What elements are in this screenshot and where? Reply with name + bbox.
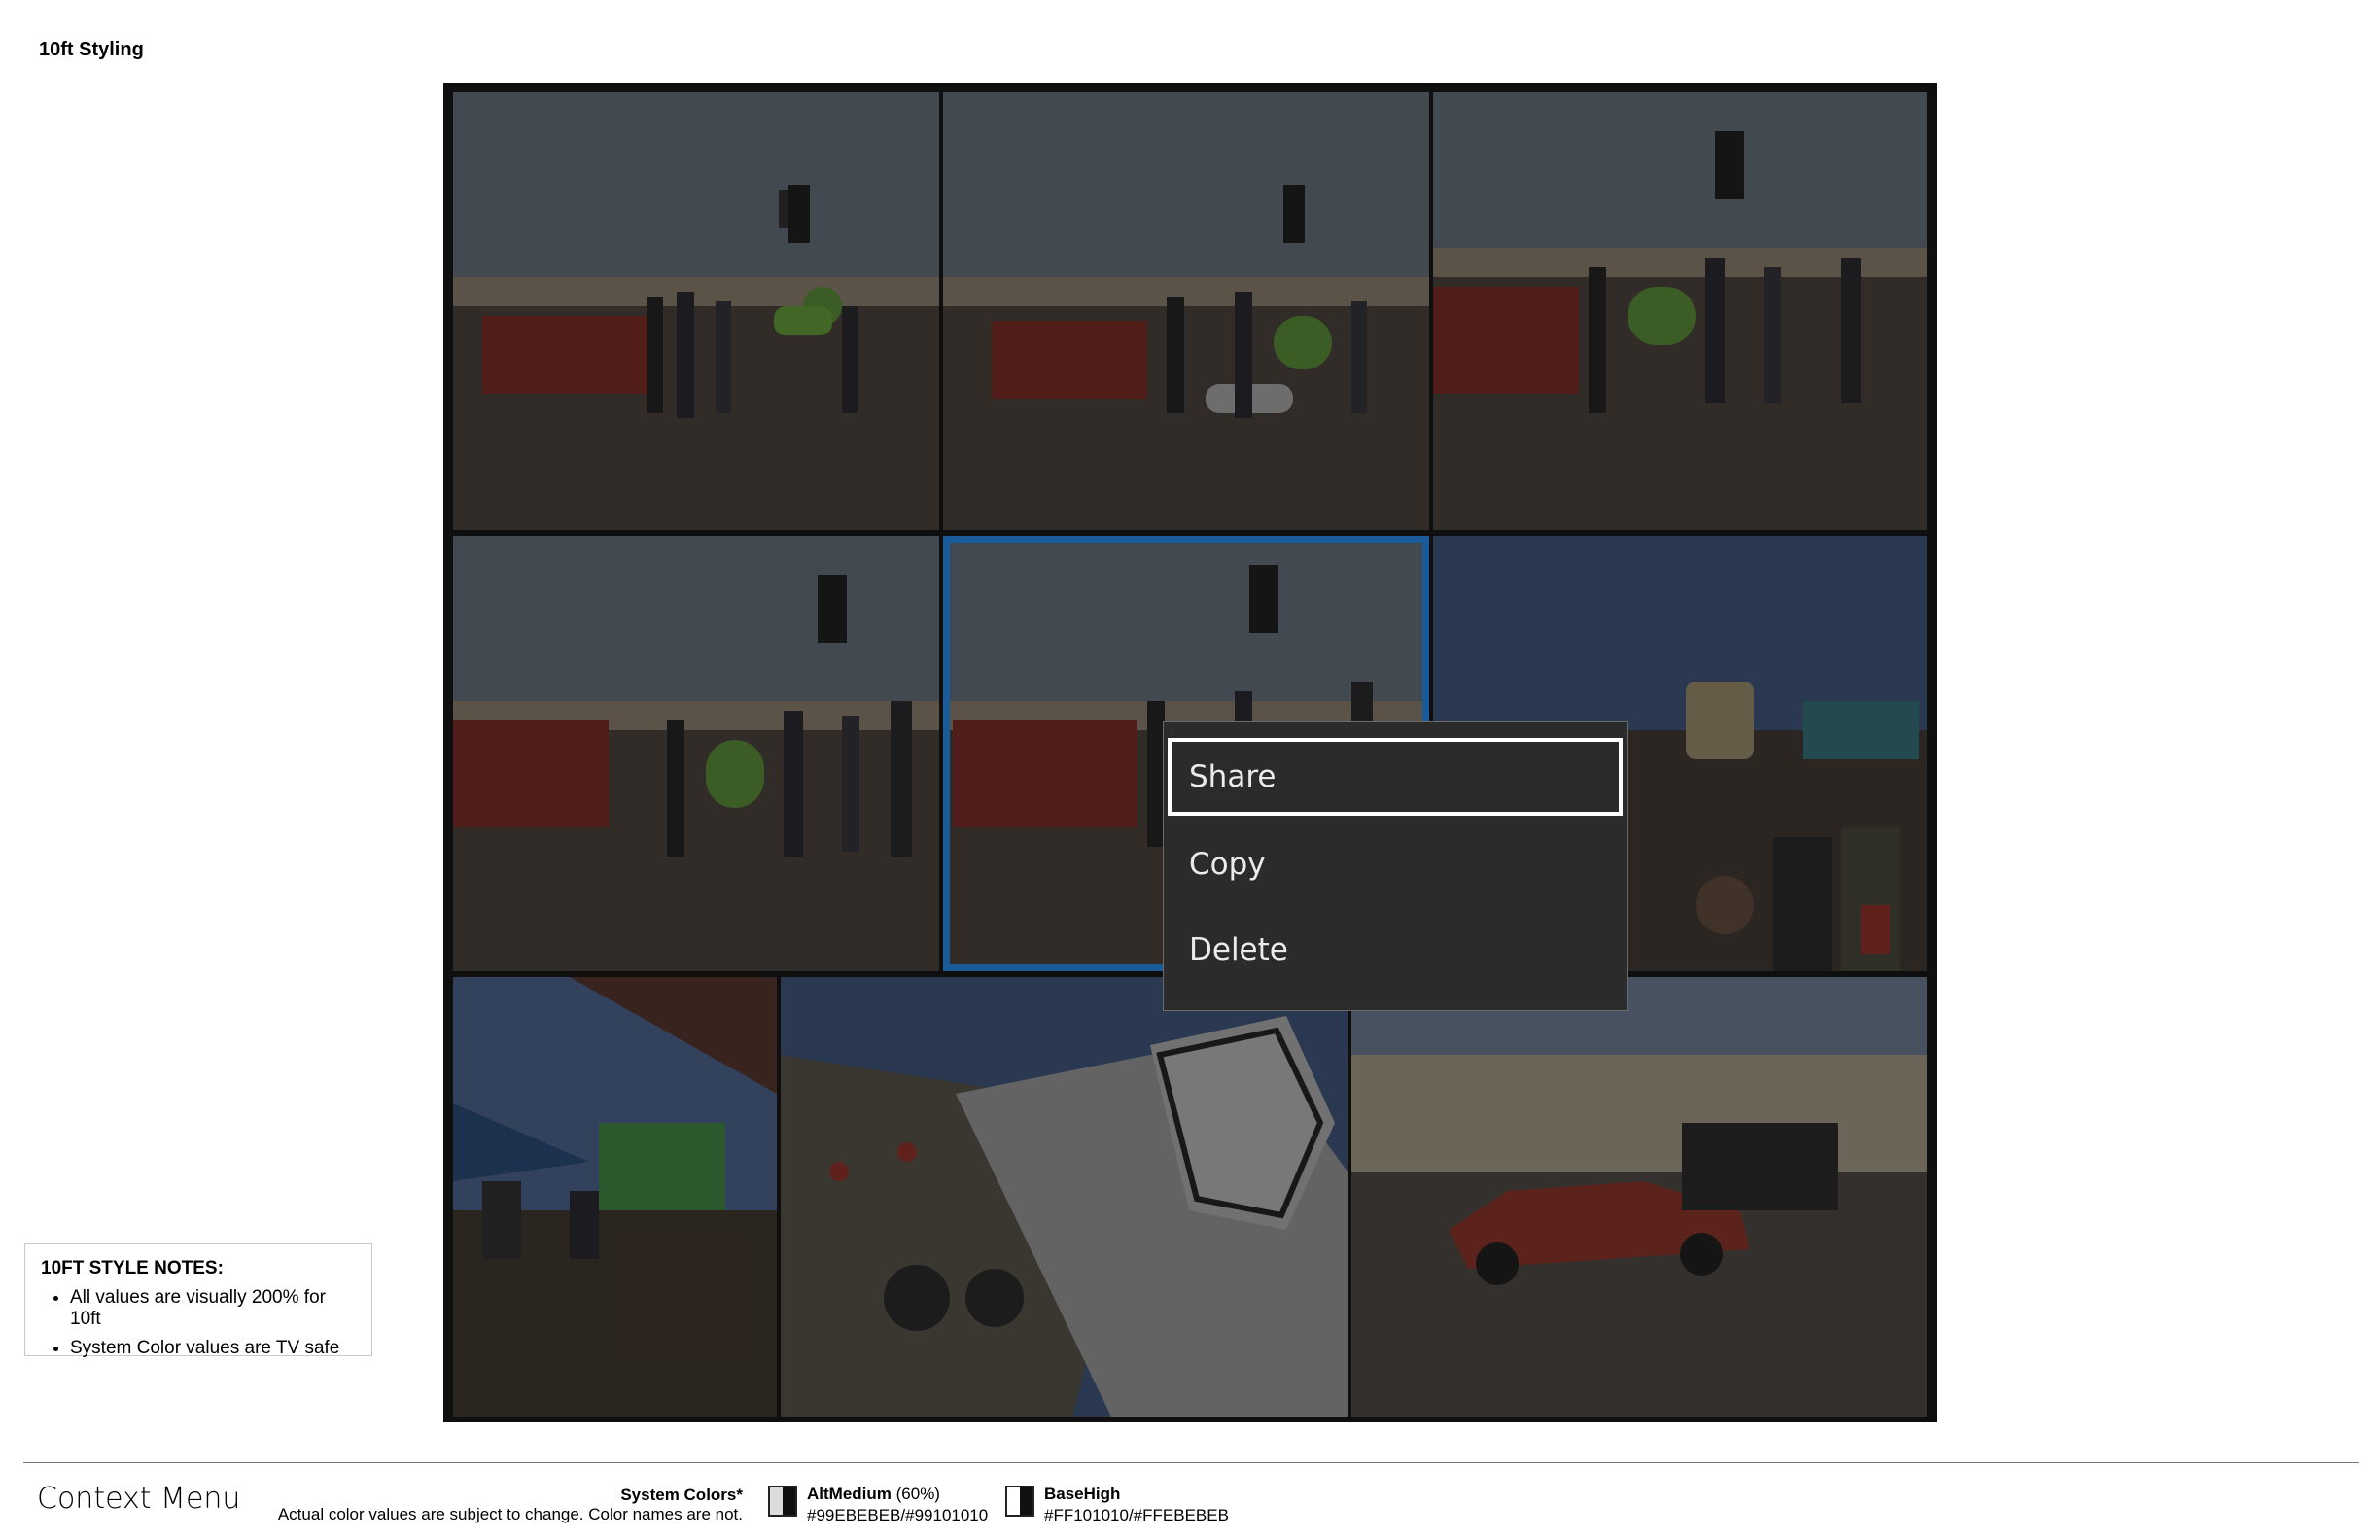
photo-tile[interactable] <box>1351 977 1927 1417</box>
basehigh-swatch <box>1005 1486 1034 1517</box>
photo-tile[interactable] <box>781 977 1348 1417</box>
system-colors-note: Actual color values are subject to chang… <box>277 1505 743 1523</box>
photo-tile[interactable] <box>1433 92 1927 530</box>
photo-gallery-grid <box>443 83 1937 1422</box>
footer-title: Context Menu <box>37 1482 241 1516</box>
color-name: AltMedium <box>807 1485 892 1503</box>
basehigh-info: BaseHigh #FF101010/#FFEBEBEB <box>1044 1484 1229 1526</box>
notes-item: All values are visually 200% for 10ft <box>70 1287 356 1330</box>
color-suffix: (60%) <box>895 1485 940 1503</box>
style-notes: 10FT STYLE NOTES: All values are visuall… <box>24 1243 372 1359</box>
system-colors-label: System Colors* <box>620 1486 743 1504</box>
context-menu: Share Copy Delete <box>1163 721 1628 1011</box>
photo-tile[interactable] <box>453 977 777 1417</box>
photo-tile[interactable] <box>453 536 939 971</box>
altmedium-swatch <box>768 1486 797 1517</box>
altmedium-info: AltMedium (60%) #99EBEBEB/#99101010 <box>807 1484 988 1526</box>
photo-tile[interactable] <box>453 92 939 530</box>
menu-item-copy[interactable]: Copy <box>1189 847 1266 882</box>
menu-item-share[interactable]: Share <box>1168 738 1623 816</box>
notes-list: All values are visually 200% for 10ft Sy… <box>41 1287 356 1359</box>
photo-tile[interactable] <box>943 92 1429 530</box>
footer-divider <box>23 1462 2359 1463</box>
notes-item: System Color values are TV safe <box>70 1338 356 1359</box>
page-title: 10ft Styling <box>39 39 144 60</box>
color-value: #FF101010/#FFEBEBEB <box>1044 1506 1229 1524</box>
notes-heading: 10FT STYLE NOTES: <box>41 1258 224 1278</box>
menu-item-delete[interactable]: Delete <box>1189 932 1288 967</box>
system-colors-caption: System Colors* Actual color values are s… <box>272 1486 743 1524</box>
color-value: #99EBEBEB/#99101010 <box>807 1506 989 1524</box>
color-name: BaseHigh <box>1044 1485 1121 1503</box>
